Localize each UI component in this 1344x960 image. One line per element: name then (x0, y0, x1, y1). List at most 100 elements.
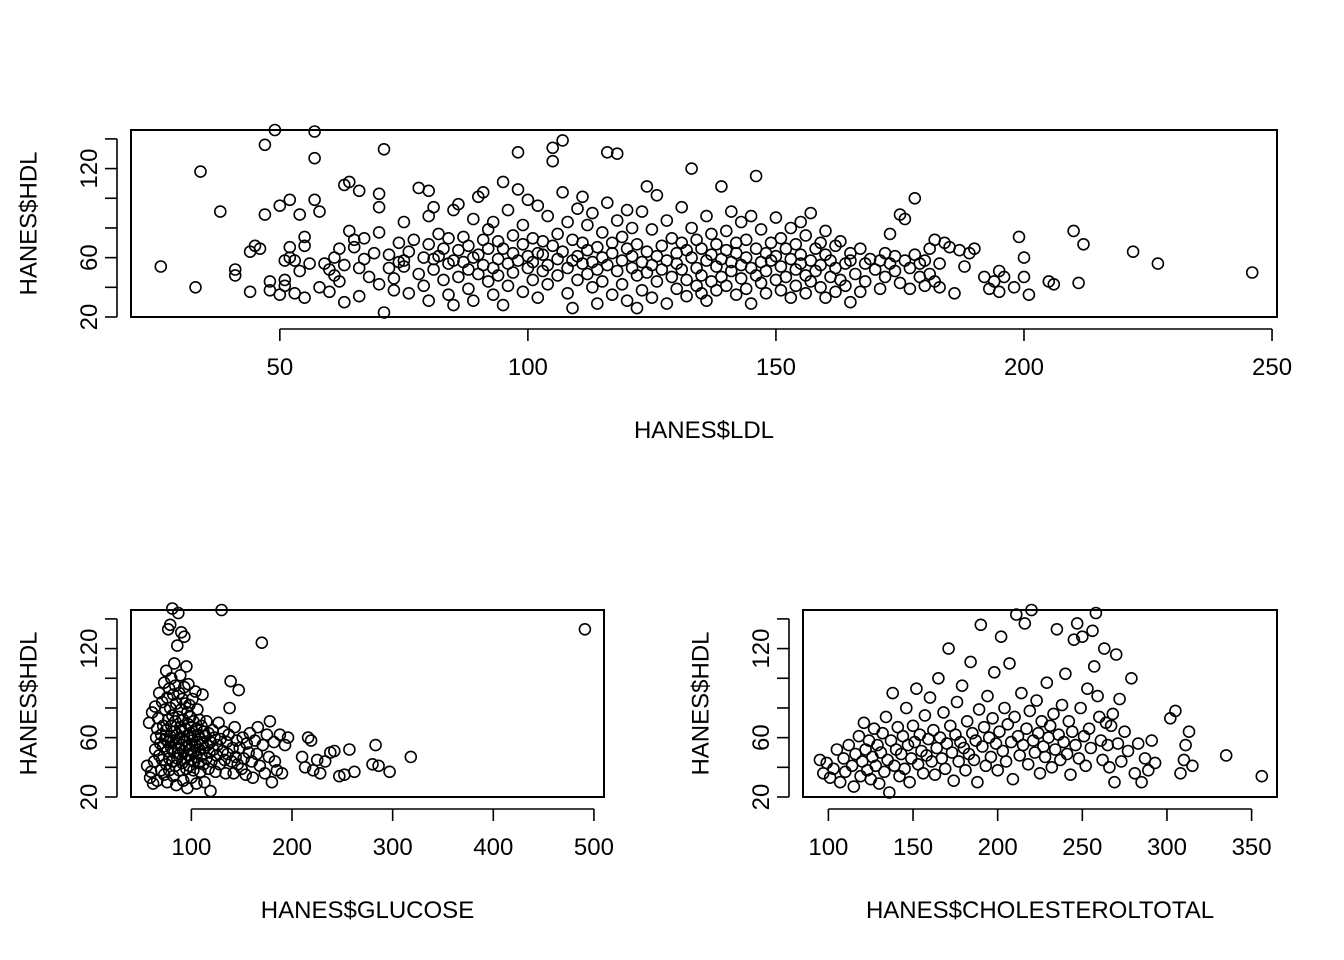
scatter-point (343, 743, 356, 756)
scatter-point (511, 183, 525, 196)
scatter-point (427, 200, 440, 214)
scatter-point (561, 215, 574, 229)
scatter-point (486, 288, 500, 302)
scatter-point (705, 227, 718, 241)
scatter-point (1084, 741, 1098, 755)
scatter-point (313, 766, 327, 780)
scatter-point (337, 258, 351, 272)
scatter-point (974, 618, 988, 632)
scatter-point (779, 270, 793, 284)
scatter-point (348, 765, 361, 779)
scatter-point (516, 238, 530, 251)
scatter-point (185, 720, 198, 734)
scatter-point (382, 248, 396, 261)
scatter-point (724, 205, 738, 218)
scatter-point (301, 731, 315, 744)
scatter-point (491, 269, 505, 282)
scatter-point (997, 270, 1011, 284)
y-axis-ldl-hdl: 20 60 120 (76, 138, 118, 331)
scatter-point (531, 199, 545, 212)
scatter-point (1017, 270, 1031, 284)
y-tick-label: 60 (76, 244, 103, 271)
scatter-point (869, 759, 883, 773)
scatter-point (645, 291, 659, 305)
scatter-point (402, 286, 416, 300)
scatter-point (1091, 689, 1104, 703)
scatter-point (466, 294, 480, 308)
scatter-point (630, 301, 644, 315)
scatter-point (999, 755, 1013, 768)
scatter-point (366, 757, 379, 771)
scatter-point (566, 301, 579, 315)
scatter-point (1040, 676, 1054, 690)
scatter-point (516, 218, 530, 232)
scatter-point (283, 240, 297, 254)
scatter-point (700, 209, 713, 223)
scatter-point (675, 200, 689, 214)
scatter-point (1030, 694, 1043, 707)
scatter-point (789, 279, 803, 293)
scatter-point (304, 734, 318, 747)
scatter-point (551, 227, 564, 241)
scatter-point (610, 147, 624, 160)
scatter-point (1007, 280, 1021, 294)
scatter-point (991, 763, 1005, 777)
y-tick-label: 20 (76, 304, 103, 331)
scatter-point (387, 283, 401, 297)
scatter-point (660, 214, 674, 227)
scatter-point (239, 768, 252, 782)
scatter-point (595, 275, 609, 288)
scatter-point (496, 175, 510, 189)
y-axis-glucose-hdl: 20 60 120 (76, 618, 118, 810)
scatter-point (719, 224, 733, 238)
scatter-point (1106, 707, 1120, 721)
scatter-point (710, 238, 723, 251)
scatter-point (1104, 719, 1118, 733)
scatter-point (437, 242, 450, 255)
scatter-point (1072, 752, 1086, 765)
scatter-point (313, 205, 326, 218)
scatter-point (173, 763, 186, 777)
scatter-point (749, 169, 763, 183)
x-tick-label: 100 (808, 834, 848, 861)
scatter-point (1032, 726, 1045, 740)
scatter-point (218, 753, 231, 767)
scatter-point (590, 240, 604, 254)
scatter-point (392, 236, 406, 250)
scatter-point (1022, 288, 1036, 302)
scatter-point (1059, 667, 1072, 681)
scatter-point (998, 701, 1011, 715)
scatter-point (625, 249, 639, 263)
scatter-point (193, 713, 206, 727)
scatter-point (1079, 759, 1092, 773)
scatter-point (283, 193, 297, 207)
scatter-point (1055, 698, 1069, 712)
scatter-point (1043, 719, 1057, 733)
scatter-point (1103, 760, 1116, 774)
scatter-point (194, 165, 207, 178)
scatter-point (874, 746, 888, 759)
scatter-point (382, 261, 396, 275)
scatter-point (556, 245, 569, 258)
scatter-point (1135, 775, 1148, 789)
scatter-point (987, 665, 1001, 679)
scatter-point (253, 242, 267, 255)
scatter-point (981, 689, 994, 703)
scatter-point (278, 279, 292, 293)
scatter-point (739, 233, 753, 247)
plot-box-ldl-hdl (130, 129, 1278, 318)
scatter-point (1008, 710, 1021, 724)
plot-box-cholesterol-hdl (802, 609, 1278, 798)
scatter-point (799, 286, 813, 300)
scatter-point (293, 208, 307, 221)
scatter-point (886, 686, 900, 700)
scatter-point (932, 671, 945, 685)
scatter-point (1125, 671, 1138, 685)
scatter-point (521, 193, 535, 207)
scatter-point (310, 753, 324, 767)
scatter-point (852, 729, 866, 743)
x-tick-label: 100 (508, 354, 548, 381)
scatter-point (1033, 766, 1047, 780)
scatter-point (769, 249, 783, 263)
scatter-point (214, 205, 227, 218)
